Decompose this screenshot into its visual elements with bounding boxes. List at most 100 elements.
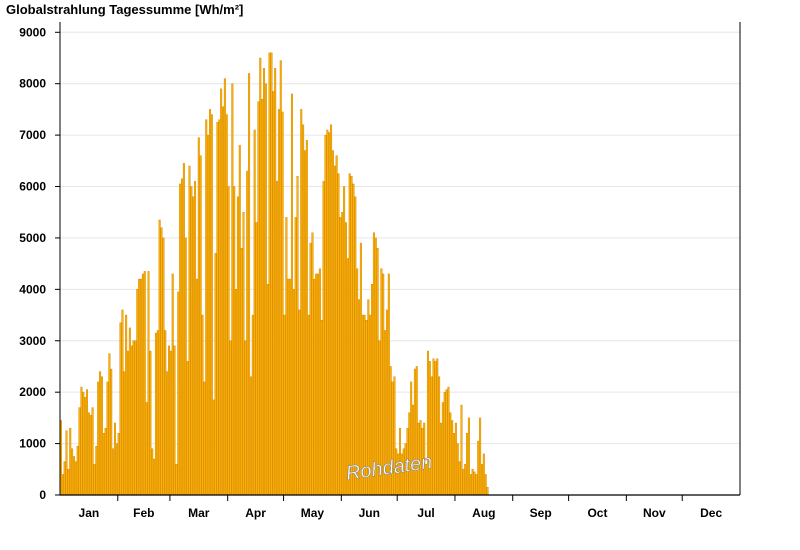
x-tick-label: Aug <box>472 506 495 520</box>
day-bar <box>67 469 70 496</box>
day-bar <box>317 273 320 496</box>
day-bar <box>61 474 64 496</box>
day-bar <box>130 345 133 496</box>
day-bar <box>154 332 157 496</box>
y-tick-label: 0 <box>39 488 46 502</box>
day-bar <box>212 399 215 496</box>
day-bar <box>132 340 135 496</box>
day-bar <box>216 122 219 496</box>
y-tick-label: 8000 <box>19 77 46 91</box>
day-bar <box>102 433 105 496</box>
x-tick-label: Mar <box>188 506 210 520</box>
x-tick-label: May <box>301 506 325 520</box>
day-bar <box>343 186 346 496</box>
day-bar <box>432 358 435 496</box>
day-bar <box>78 407 81 496</box>
day-bar <box>298 309 301 496</box>
day-bar <box>339 217 342 496</box>
y-tick-label: 7000 <box>19 128 46 142</box>
tick-labels: 0 1000 2000 3000 4000 5000 6000 7000 8000 9000 Jan… <box>19 25 722 520</box>
y-tick-label: 1000 <box>19 437 46 451</box>
day-bar <box>263 68 265 496</box>
day-bar <box>434 361 437 496</box>
y-tick-label: 2000 <box>19 385 46 399</box>
day-bar <box>182 163 185 496</box>
day-bar <box>143 271 146 496</box>
day-bar <box>359 242 362 496</box>
day-bar <box>86 389 89 496</box>
day-bar <box>473 471 476 496</box>
day-bar <box>261 98 264 496</box>
y-tick-label: 6000 <box>19 180 46 194</box>
day-bar <box>454 422 457 496</box>
day-bar <box>453 433 456 496</box>
day-bar <box>76 445 79 496</box>
day-bar <box>352 183 355 496</box>
day-bar <box>458 461 461 496</box>
day-bar <box>475 474 478 496</box>
day-bar <box>156 330 159 496</box>
day-bar <box>480 463 483 496</box>
day-bar <box>443 391 446 496</box>
day-bar <box>330 124 333 496</box>
day-bar <box>466 433 469 496</box>
day-bar <box>149 350 152 496</box>
day-bar <box>305 140 308 496</box>
bar-series <box>59 52 489 496</box>
day-bar <box>348 173 351 496</box>
day-bar <box>231 83 234 496</box>
day-bar <box>71 448 74 496</box>
day-bar <box>315 273 318 496</box>
day-bar <box>72 456 75 496</box>
day-bar <box>125 314 128 496</box>
y-tick-label: 4000 <box>19 282 46 296</box>
day-bar <box>253 129 256 496</box>
day-bar <box>374 237 377 496</box>
day-bar <box>266 284 269 496</box>
day-bar <box>259 57 262 496</box>
day-bar <box>140 278 143 496</box>
day-bar <box>335 155 338 496</box>
day-bar <box>179 183 182 496</box>
x-tick-label: Jan <box>79 506 100 520</box>
day-bar <box>372 232 375 496</box>
day-bar <box>108 353 111 496</box>
x-tick-label: Apr <box>245 506 266 520</box>
day-bar <box>190 186 193 496</box>
day-bar <box>222 106 225 496</box>
day-bar <box>462 469 465 496</box>
day-bar <box>244 340 247 496</box>
day-bar <box>486 487 489 496</box>
day-bar <box>289 278 292 496</box>
x-tick-label: Jun <box>359 506 380 520</box>
day-bar <box>91 407 94 496</box>
axes <box>55 22 741 501</box>
day-bar <box>203 381 206 496</box>
day-bar <box>175 463 178 496</box>
day-bar <box>300 109 303 496</box>
day-bar <box>477 440 480 496</box>
day-bar <box>341 212 344 496</box>
day-bar <box>229 340 232 496</box>
day-bar <box>184 237 187 496</box>
x-tick-label: Dec <box>700 506 722 520</box>
day-bar <box>467 417 470 496</box>
day-bar <box>181 178 184 496</box>
day-bar <box>194 181 197 496</box>
y-tick-label: 3000 <box>19 334 46 348</box>
day-bar <box>445 389 448 496</box>
day-bar <box>337 173 340 496</box>
day-bar <box>186 361 189 496</box>
day-bar <box>65 430 68 496</box>
day-bar <box>322 181 325 496</box>
day-bar <box>313 278 316 496</box>
day-bar <box>199 155 202 496</box>
day-bar <box>89 415 92 496</box>
day-bar <box>471 469 474 496</box>
day-bar <box>93 463 96 496</box>
day-bar <box>141 273 144 496</box>
day-bar <box>346 258 349 496</box>
y-tick-label: 9000 <box>19 25 46 39</box>
day-bar <box>318 268 321 496</box>
day-bar <box>344 222 347 496</box>
